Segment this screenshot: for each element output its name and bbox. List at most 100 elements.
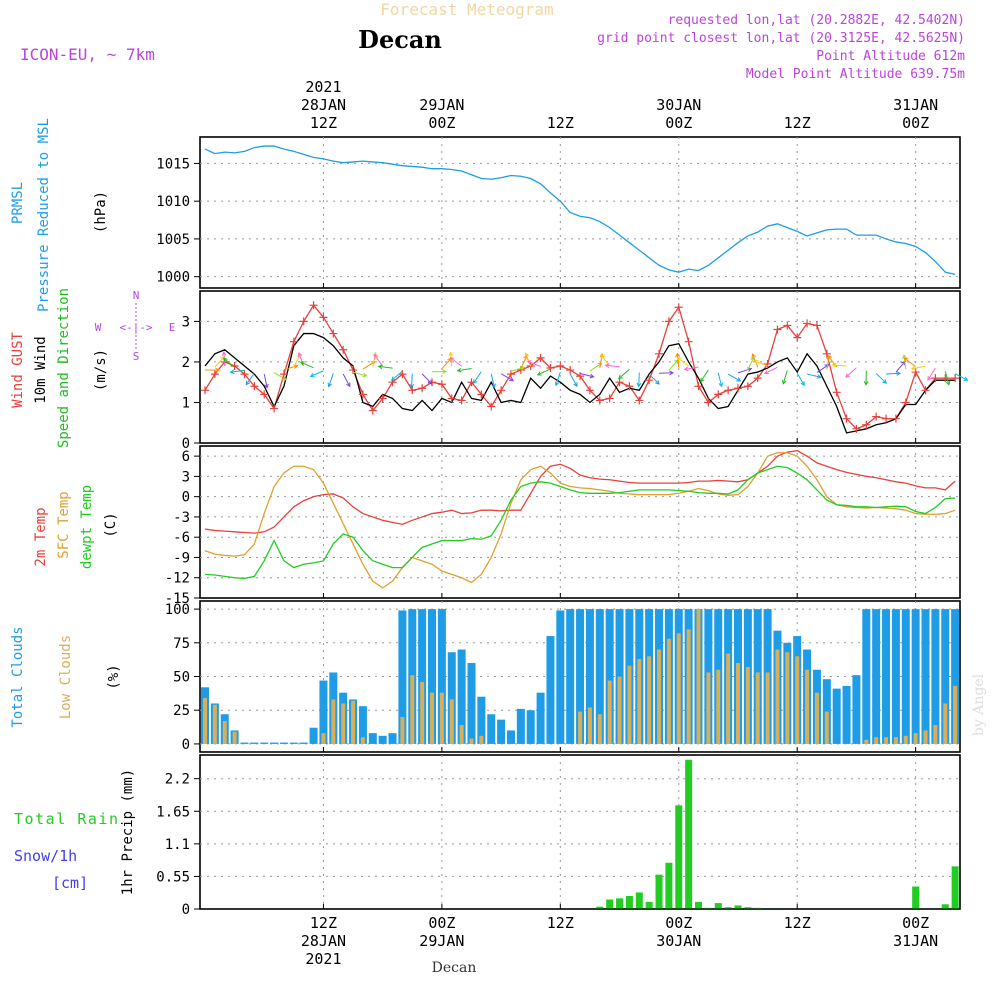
pressure-label-1: PRMSL bbox=[10, 182, 26, 224]
gust-marker bbox=[546, 364, 555, 373]
wind-dir-arrow bbox=[342, 373, 351, 387]
wind-dir-arrow bbox=[676, 353, 680, 368]
gust-marker bbox=[585, 386, 594, 395]
total-cloud-bar bbox=[378, 735, 387, 744]
top-time-label: 29JAN bbox=[419, 96, 464, 114]
total-cloud-bar bbox=[546, 636, 555, 744]
total-cloud-bar bbox=[467, 663, 476, 744]
low-cloud-bar bbox=[430, 692, 435, 744]
gust-marker bbox=[576, 372, 585, 381]
gust-marker bbox=[260, 390, 269, 399]
low-cloud-bar bbox=[676, 633, 681, 744]
gust-marker bbox=[812, 321, 821, 330]
wind-dir-arrow bbox=[214, 356, 225, 368]
wind-dir-arrow-head bbox=[509, 377, 515, 382]
info-line-4: Model Point Altitude 639.75m bbox=[746, 67, 965, 82]
wind-dir-arrow-head bbox=[409, 383, 415, 389]
total-cloud-bar bbox=[477, 696, 486, 744]
gust-marker bbox=[418, 384, 427, 393]
low-cloud-bar bbox=[814, 692, 819, 744]
gust-marker bbox=[368, 406, 377, 415]
low-cloud-bar bbox=[637, 658, 642, 744]
wind-dir-arrow bbox=[283, 365, 298, 371]
wind-label-2: 10m Wind bbox=[33, 336, 49, 403]
wind-dir-arrow bbox=[927, 367, 936, 381]
wind-dir-arrow-head bbox=[215, 367, 221, 373]
gust-marker bbox=[684, 337, 693, 346]
wind-dir-arrow-head bbox=[524, 352, 530, 358]
total-cloud-bar bbox=[457, 649, 466, 744]
wind-ylabel: (m/s) bbox=[93, 349, 109, 391]
low-cloud-bar bbox=[706, 672, 711, 744]
total-cloud-bar bbox=[536, 692, 545, 744]
total-cloud-bar bbox=[585, 609, 594, 744]
gust-marker bbox=[497, 386, 506, 395]
wind-dir-arrow-head bbox=[554, 381, 560, 387]
wind-dir-arrow bbox=[411, 373, 413, 388]
low-cloud-bar bbox=[351, 700, 356, 744]
wind-dir-arrow bbox=[764, 366, 778, 374]
low-cloud-bar bbox=[923, 730, 928, 744]
panel-temperature: -15 -12 -9 -6 -3 0 3 6 bbox=[165, 445, 961, 607]
rain-bar bbox=[714, 903, 722, 910]
wind-ytick-label: 1 bbox=[182, 395, 190, 411]
rain-bar bbox=[635, 892, 643, 910]
low-cloud-bar bbox=[696, 609, 701, 744]
cloud-label-1: Total Clouds bbox=[10, 626, 26, 727]
gust-marker bbox=[437, 380, 446, 389]
wind-dir-arrow-head bbox=[781, 379, 787, 385]
gust-marker bbox=[605, 394, 614, 403]
wind-dir-arrow-head bbox=[902, 354, 907, 360]
model-label: ICON-EU, ~ 7km bbox=[20, 45, 155, 64]
gust-marker bbox=[664, 317, 673, 326]
bottom-location-label: Decan bbox=[432, 960, 477, 976]
top-time-label: 12Z bbox=[310, 114, 337, 132]
wind-dir-arrow bbox=[886, 372, 901, 375]
gust-marker bbox=[645, 376, 654, 385]
gust-marker bbox=[921, 386, 930, 395]
info-line-3: Point Altitude 612m bbox=[816, 49, 965, 64]
wind-dir-arrow-head bbox=[221, 350, 227, 356]
wind-dir-arrow bbox=[457, 368, 472, 372]
temperature-ytick-label: -3 bbox=[173, 510, 190, 526]
low-cloud-bar bbox=[439, 692, 444, 744]
total-cloud-bar bbox=[506, 730, 515, 744]
bottom-time-label: 00Z bbox=[665, 914, 692, 932]
wind-dir-arrow-head bbox=[449, 357, 455, 362]
top-time-label: 00Z bbox=[665, 114, 692, 132]
wind-dir-arrow bbox=[618, 369, 630, 379]
temperature-ytick-label: -6 bbox=[173, 530, 190, 546]
precip-ylabel: 1hr Precip (mm) bbox=[120, 769, 136, 895]
wind-dir-arrow bbox=[473, 371, 482, 384]
bottom-time-label: 2021 bbox=[305, 950, 341, 968]
low-cloud-bar bbox=[459, 725, 464, 744]
gust-marker bbox=[931, 374, 940, 383]
wind-dir-arrow bbox=[605, 364, 620, 368]
gust-marker bbox=[773, 325, 782, 334]
gust-marker bbox=[378, 394, 387, 403]
low-cloud-bar bbox=[686, 629, 691, 744]
temp-ylabel: (C) bbox=[103, 512, 119, 537]
total-cloud-bar bbox=[418, 609, 427, 744]
precip-label-snow: Snow/1h bbox=[14, 847, 77, 865]
wind-dir-arrow bbox=[589, 362, 602, 372]
rain-bar bbox=[606, 899, 614, 910]
total-cloud-bar bbox=[487, 714, 496, 744]
low-cloud-bar bbox=[469, 738, 474, 744]
total-cloud-bar bbox=[497, 719, 506, 744]
temp-label-1: 2m Temp bbox=[33, 507, 49, 566]
temperature-ytick-label: -9 bbox=[173, 550, 190, 566]
low-cloud-bar bbox=[607, 680, 612, 744]
total-cloud-bar bbox=[921, 609, 930, 744]
gust-marker bbox=[862, 420, 871, 429]
gust-marker bbox=[240, 370, 249, 379]
total-cloud-bar bbox=[428, 609, 437, 744]
wind-dir-arrow bbox=[796, 372, 805, 386]
total-cloud-bar bbox=[270, 742, 279, 744]
precip-ytick-label: 0.55 bbox=[156, 869, 190, 885]
wind-dir-arrow bbox=[832, 364, 847, 367]
wind-dir-arrow bbox=[954, 373, 968, 381]
gust-marker bbox=[447, 394, 456, 403]
gust-marker bbox=[852, 424, 861, 433]
